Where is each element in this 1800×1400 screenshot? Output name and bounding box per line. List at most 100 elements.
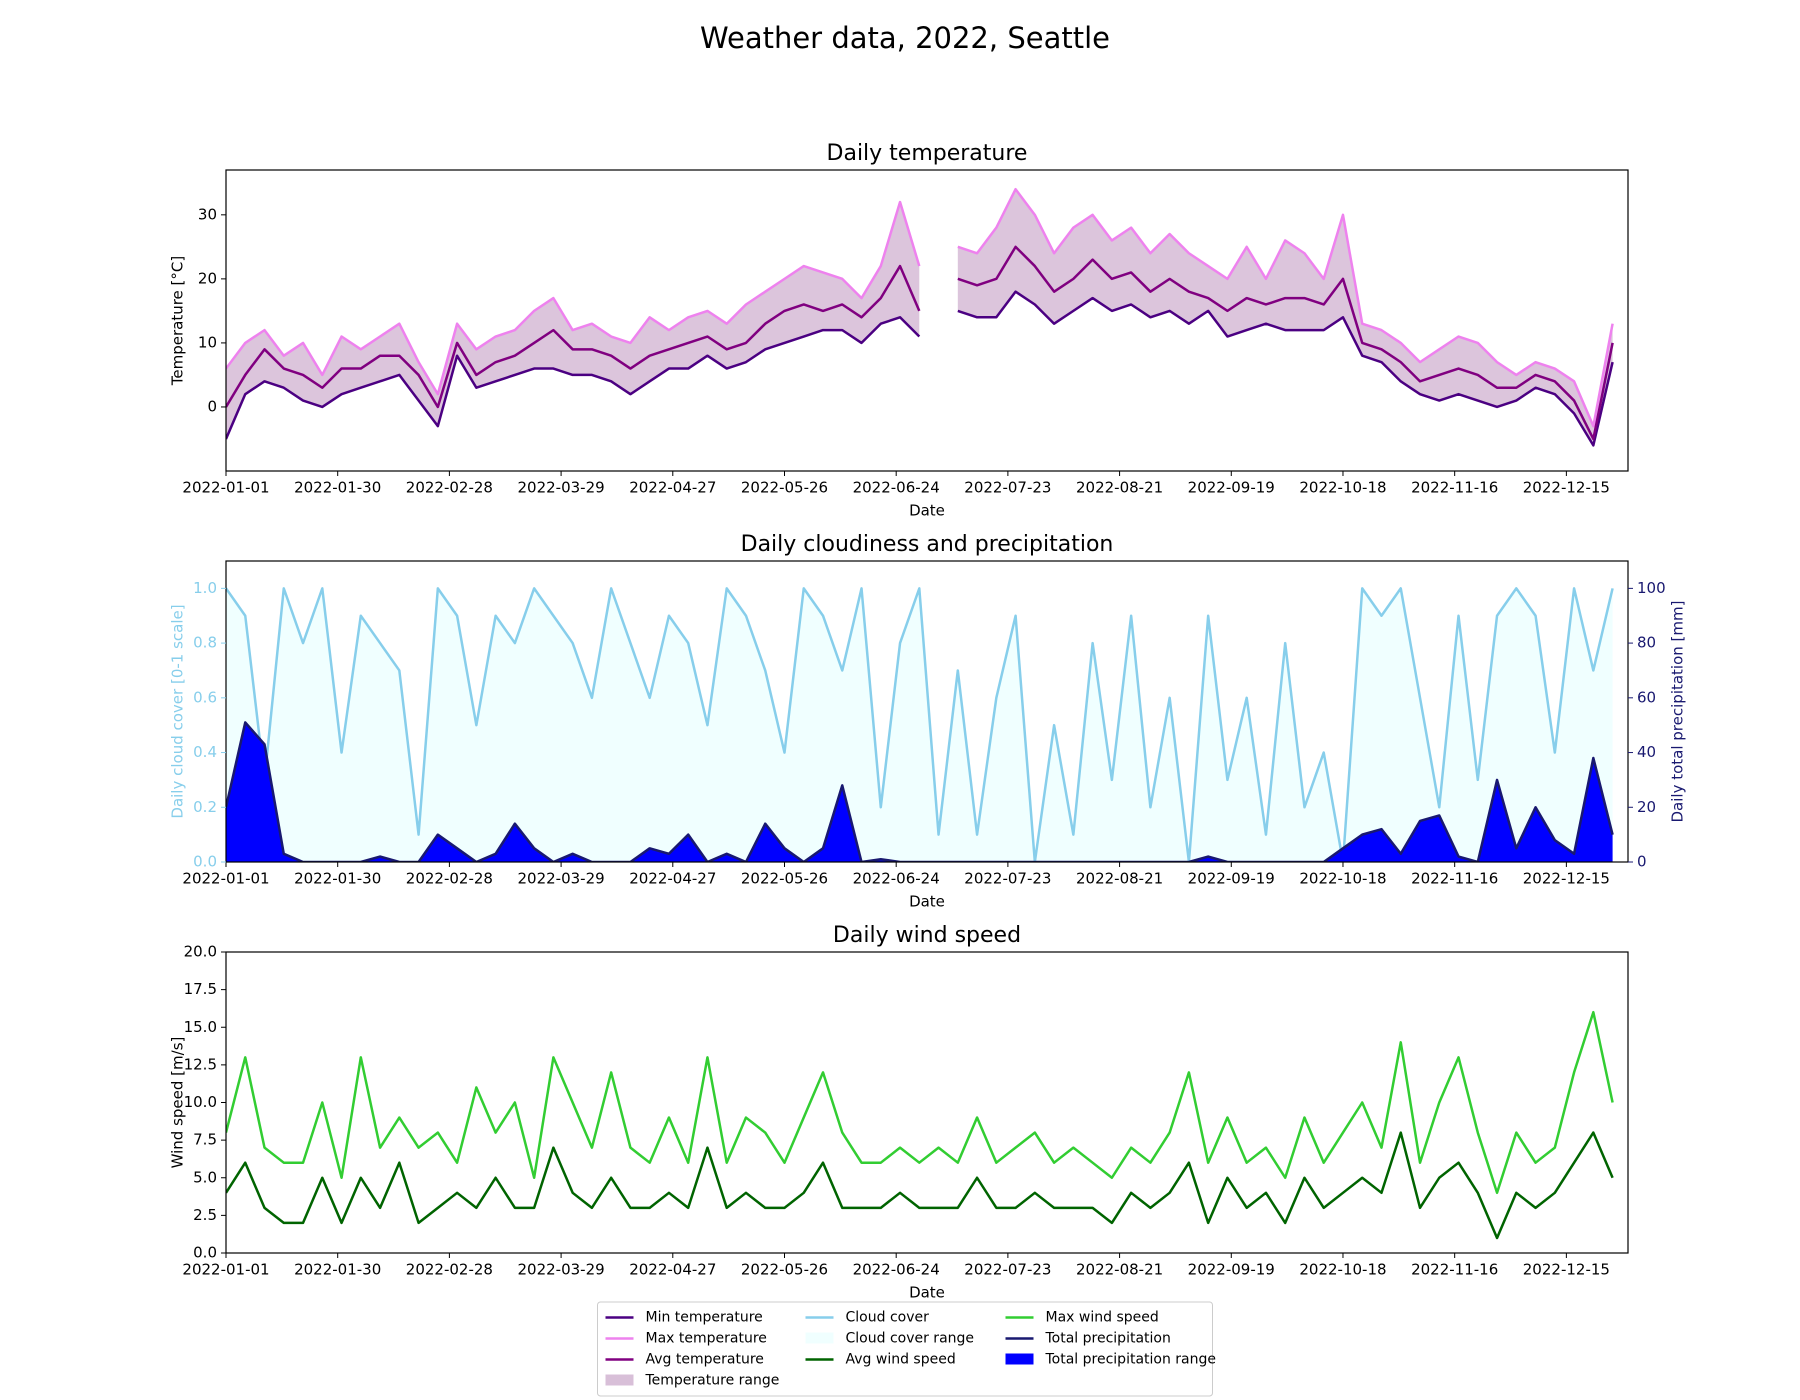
area-fill (226, 588, 1613, 862)
y-axis-label: Temperature [°C] (169, 256, 187, 386)
y2-tick-label: 0 (1637, 853, 1647, 871)
x-axis-label: Date (909, 502, 945, 520)
x-tick-label: 2022-02-28 (406, 479, 493, 497)
series-line (226, 1131, 1614, 1240)
y-tick-label: 0 (207, 397, 217, 415)
y-tick-label: 12.5 (184, 1055, 217, 1073)
y-tick-label: 15.0 (184, 1018, 217, 1036)
legend-label: Temperature range (645, 1373, 780, 1389)
x-tick-label: 2022-11-16 (1411, 479, 1498, 497)
x-tick-label: 2022-11-16 (1411, 870, 1498, 888)
axes-frame (225, 169, 1629, 472)
legend-patch (1005, 1353, 1034, 1365)
x-tick-label: 2022-07-23 (964, 1261, 1051, 1279)
legend-label: Total precipitation (1045, 1331, 1171, 1347)
axes-title: Daily wind speed (833, 923, 1021, 948)
panel: Daily cloudiness and precipitation Date Da… (169, 532, 1687, 911)
plot-area (226, 1010, 1614, 1240)
x-tick-label: 2022-01-30 (294, 870, 381, 888)
x-tick-label: 2022-01-30 (294, 479, 381, 497)
y-tick-label: 17.5 (184, 980, 217, 998)
legend-label: Cloud cover (846, 1310, 930, 1326)
x-tick-label: 2022-07-23 (964, 870, 1051, 888)
x-tick-label: 2022-05-26 (741, 870, 828, 888)
plot-area (226, 187, 1614, 447)
x-tick-label: 2022-12-15 (1523, 870, 1610, 888)
x-tick-label: 2022-05-26 (741, 479, 828, 497)
x-axis-label: Date (909, 893, 945, 911)
x-tick-label: 2022-05-26 (741, 1261, 828, 1279)
y2-tick-label: 80 (1637, 634, 1656, 652)
x-tick-label: 2022-03-29 (517, 870, 604, 888)
legend-label: Total precipitation range (1045, 1352, 1217, 1368)
range-fill (226, 202, 920, 439)
x-tick-label: 2022-03-29 (517, 1261, 604, 1279)
legend-label: Max wind speed (1046, 1310, 1159, 1326)
x-tick-label: 2022-02-28 (406, 870, 493, 888)
y-tick-label: 0.0 (193, 1244, 217, 1262)
x-tick-label: 2022-04-27 (629, 479, 716, 497)
y2-axis-label: Daily total precipitation [mm] (1669, 601, 1687, 823)
y-tick-label: 0.2 (193, 798, 217, 816)
x-tick-label: 2022-08-21 (1076, 479, 1163, 497)
series-line (226, 721, 1614, 862)
x-tick-label: 2022-04-27 (629, 1261, 716, 1279)
legend-frame (597, 1301, 1213, 1397)
x-tick-label: 2022-09-19 (1188, 479, 1275, 497)
series-line (226, 290, 1614, 447)
figure-title: Weather data, 2022, Seattle (700, 21, 1110, 55)
axes-title: Daily cloudiness and precipitation (741, 532, 1114, 557)
panel: Daily wind speed Date Wind speed [m/s] 2022… (169, 923, 1629, 1302)
y2-tick-label: 60 (1637, 688, 1656, 706)
x-tick-label: 2022-08-21 (1076, 870, 1163, 888)
legend-label: Max temperature (646, 1331, 767, 1347)
x-tick-label: 2022-08-21 (1076, 1261, 1163, 1279)
y2-tick-label: 100 (1637, 579, 1666, 597)
x-tick-label: 2022-10-18 (1299, 479, 1386, 497)
legend-label: Avg temperature (646, 1352, 764, 1368)
x-tick-label: 2022-01-01 (182, 479, 269, 497)
x-tick-label: 2022-06-24 (853, 1261, 940, 1279)
legend: Min temperature Max temperature Avg temper… (597, 1301, 1217, 1397)
y-tick-label: 0.6 (193, 688, 217, 706)
y-axis-label: Wind speed [m/s] (169, 1037, 187, 1169)
range-fill (957, 189, 1613, 446)
y2-tick-label: 20 (1637, 798, 1656, 816)
x-tick-label: 2022-11-16 (1411, 1261, 1498, 1279)
y-tick-label: 7.5 (193, 1131, 217, 1149)
axes-frame (225, 560, 1629, 863)
y-tick-label: 0.0 (193, 853, 217, 871)
x-tick-label: 2022-01-30 (294, 1261, 381, 1279)
x-tick-label: 2022-10-18 (1299, 870, 1386, 888)
x-tick-label: 2022-04-27 (629, 870, 716, 888)
legend-patch (605, 1374, 634, 1386)
x-tick-label: 2022-03-29 (517, 479, 604, 497)
plot-area (226, 587, 1614, 862)
y-tick-label: 0.8 (193, 634, 217, 652)
legend-label: Avg wind speed (846, 1352, 956, 1368)
x-tick-label: 2022-07-23 (964, 479, 1051, 497)
series-line (226, 187, 1614, 428)
x-tick-label: 2022-02-28 (406, 1261, 493, 1279)
y-tick-label: 0.4 (193, 743, 217, 761)
axes-title: Daily temperature (827, 141, 1028, 166)
y-tick-label: 20.0 (184, 943, 217, 961)
x-tick-label: 2022-01-01 (182, 1261, 269, 1279)
legend-label: Cloud cover range (846, 1331, 975, 1347)
y-tick-label: 20 (198, 269, 217, 287)
x-axis-label: Date (909, 1284, 945, 1302)
x-tick-label: 2022-01-01 (182, 870, 269, 888)
legend-patch (805, 1332, 834, 1344)
series-line (226, 587, 1614, 862)
x-tick-label: 2022-06-24 (853, 870, 940, 888)
x-tick-label: 2022-06-24 (853, 479, 940, 497)
y-tick-label: 1.0 (193, 579, 217, 597)
y2-tick-label: 40 (1637, 743, 1656, 761)
x-tick-label: 2022-12-15 (1523, 479, 1610, 497)
y-tick-label: 10.0 (184, 1093, 217, 1111)
legend-label: Min temperature (646, 1310, 763, 1326)
x-tick-label: 2022-09-19 (1188, 1261, 1275, 1279)
